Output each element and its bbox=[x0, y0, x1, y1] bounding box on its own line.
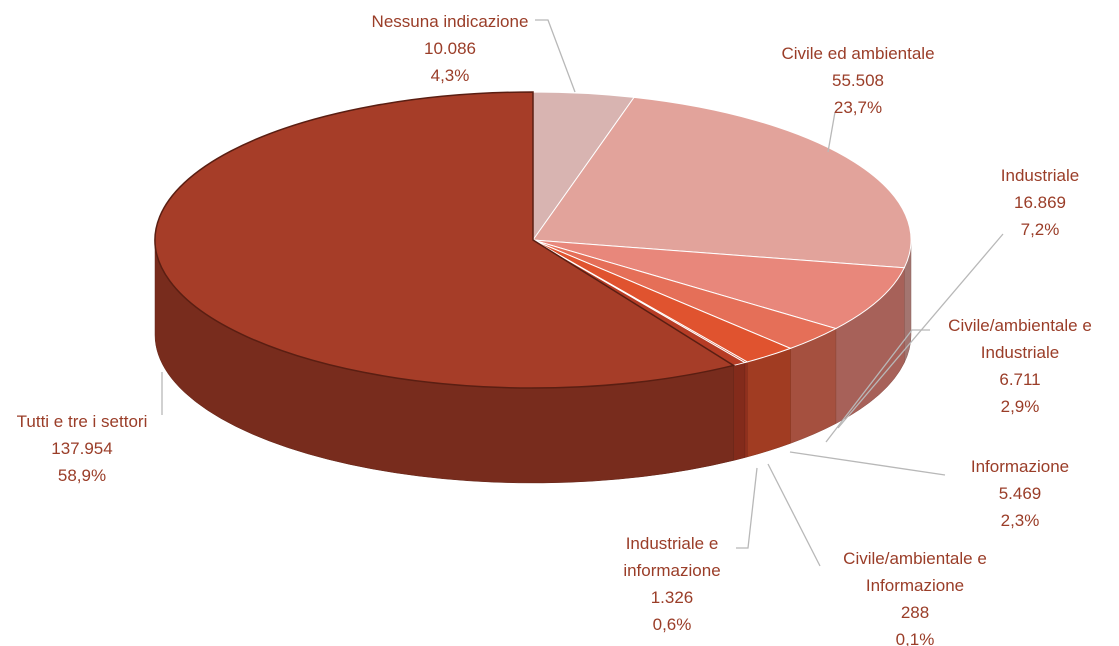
data-label: Informazione 5.469 2,3% bbox=[940, 453, 1100, 534]
category-label: Civile/ambientale e Industriale bbox=[948, 316, 1092, 362]
percent-label: 23,7% bbox=[833, 98, 883, 117]
slice bbox=[532, 239, 906, 330]
category-label: Informazione bbox=[970, 457, 1070, 476]
data-label: Civile ed ambientale 55.508 23,7% bbox=[738, 40, 978, 121]
slice-side bbox=[733, 362, 746, 461]
slice bbox=[154, 91, 736, 389]
data-label: Tutti e tre i settori 137.954 58,9% bbox=[0, 408, 172, 489]
slice-side bbox=[746, 348, 791, 458]
leader-line bbox=[827, 111, 836, 153]
category-label: Industriale bbox=[1000, 166, 1080, 185]
value-label: 6.711 bbox=[999, 370, 1041, 389]
value-label: 288 bbox=[900, 603, 930, 622]
pie-tops bbox=[154, 91, 912, 389]
leader-line bbox=[767, 463, 821, 567]
leader-line bbox=[837, 233, 1004, 429]
percent-label: 0,1% bbox=[895, 630, 935, 646]
value-label: 55.508 bbox=[832, 71, 884, 90]
category-label: Civile/ambientale e Informazione bbox=[843, 549, 987, 595]
data-label: Industriale 16.869 7,2% bbox=[970, 162, 1110, 243]
data-label: Civile/ambientale e Informazione 288 0,1% bbox=[820, 545, 1010, 646]
leader-line bbox=[825, 329, 930, 443]
category-label: Industriale e informazione bbox=[623, 534, 721, 580]
pie-sides bbox=[154, 239, 912, 484]
leader-line bbox=[736, 467, 758, 549]
value-label: 5.469 bbox=[998, 484, 1042, 503]
data-label: Industriale e informazione 1.326 0,6% bbox=[602, 530, 742, 638]
value-label: 1.326 bbox=[650, 588, 694, 607]
value-label: 10.086 bbox=[424, 39, 476, 58]
value-label: 16.869 bbox=[1014, 193, 1066, 212]
percent-label: 58,9% bbox=[57, 466, 107, 485]
leader-lines bbox=[161, 19, 1004, 567]
value-label: 137.954 bbox=[51, 439, 113, 458]
data-label: Nessuna indicazione 10.086 4,3% bbox=[320, 8, 580, 89]
slice bbox=[532, 96, 912, 269]
leader-line bbox=[789, 451, 946, 476]
category-label: Tutti e tre i settori bbox=[16, 412, 148, 431]
percent-label: 4,3% bbox=[430, 66, 470, 85]
data-label: Civile/ambientale e Industriale 6.711 2,9% bbox=[930, 312, 1110, 420]
percent-label: 2,3% bbox=[1000, 511, 1040, 530]
slice-side bbox=[744, 361, 748, 458]
percent-label: 0,6% bbox=[652, 615, 692, 634]
percent-label: 2,9% bbox=[1000, 397, 1040, 416]
category-label: Civile ed ambientale bbox=[781, 44, 935, 63]
leader-line bbox=[535, 19, 576, 93]
percent-label: 7,2% bbox=[1020, 220, 1060, 239]
category-label: Nessuna indicazione bbox=[371, 12, 529, 31]
